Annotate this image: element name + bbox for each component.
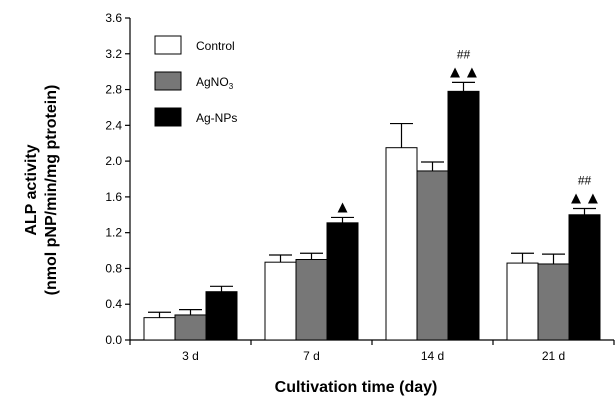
bar: [416, 170, 449, 341]
x-axis-title: Cultivation time (day): [275, 379, 438, 396]
axes: 0.0 0.4 0.8 1.2 1.6 2.0 2.4 2.8 3.2 3.6 3 d 7 d 14 d…: [105, 11, 615, 363]
y-tick-label: 3.6: [105, 11, 122, 25]
bar: [174, 314, 207, 341]
y-tick-label: 0.4: [105, 297, 122, 311]
significance-hash: ##: [578, 174, 592, 188]
bar: [295, 259, 328, 341]
bar: [143, 317, 176, 341]
significance-triangle: ▲▲: [447, 62, 481, 81]
y-tick-label: 2.8: [105, 83, 122, 97]
legend: Control AgNO3 Ag-NPs: [154, 35, 237, 127]
legend-label: Control: [196, 39, 235, 53]
legend-swatch: [154, 107, 182, 127]
y-tick-label: 0.8: [105, 261, 122, 275]
bar: [264, 261, 297, 341]
error-bars: [148, 81, 596, 318]
x-tick-label: 7 d: [303, 349, 320, 363]
y-tick-label: 2.4: [105, 118, 122, 132]
bar: [537, 263, 570, 341]
significance-hash: ##: [457, 47, 471, 61]
x-tick-label: 3 d: [182, 349, 199, 363]
y-axis-title-line2: (nmol pNP/min/mg ptrotein): [43, 85, 60, 296]
bar: [385, 147, 418, 341]
x-tick-label: 21 d: [542, 349, 565, 363]
y-tick-label: 1.6: [105, 190, 122, 204]
legend-swatch: [154, 71, 182, 91]
bar: [447, 90, 480, 341]
bar: [326, 222, 359, 341]
legend-label-subscript: 3: [229, 82, 234, 91]
legend-label: AgNO3: [196, 75, 234, 91]
legend-swatch: [154, 35, 182, 55]
significance-annotations: ▲▲▲##▲▲##: [334, 47, 601, 216]
significance-triangle: ▲▲: [568, 189, 602, 208]
bar: [568, 214, 601, 341]
significance-triangle: ▲: [334, 197, 351, 216]
bar: [205, 291, 238, 341]
y-tick-label: 2.0: [105, 154, 122, 168]
y-tick-label: 1.2: [105, 226, 122, 240]
y-axis-title-line1: ALP activity: [23, 144, 40, 235]
legend-label: Ag-NPs: [196, 111, 237, 125]
bar: [506, 262, 539, 341]
y-tick-label: 3.2: [105, 47, 122, 61]
y-tick-label: 0.0: [105, 333, 122, 347]
y-axis-title: ALP activity (nmol pNP/min/mg ptrotein): [23, 85, 60, 296]
x-tick-label: 14 d: [421, 349, 444, 363]
bars: [143, 90, 601, 341]
